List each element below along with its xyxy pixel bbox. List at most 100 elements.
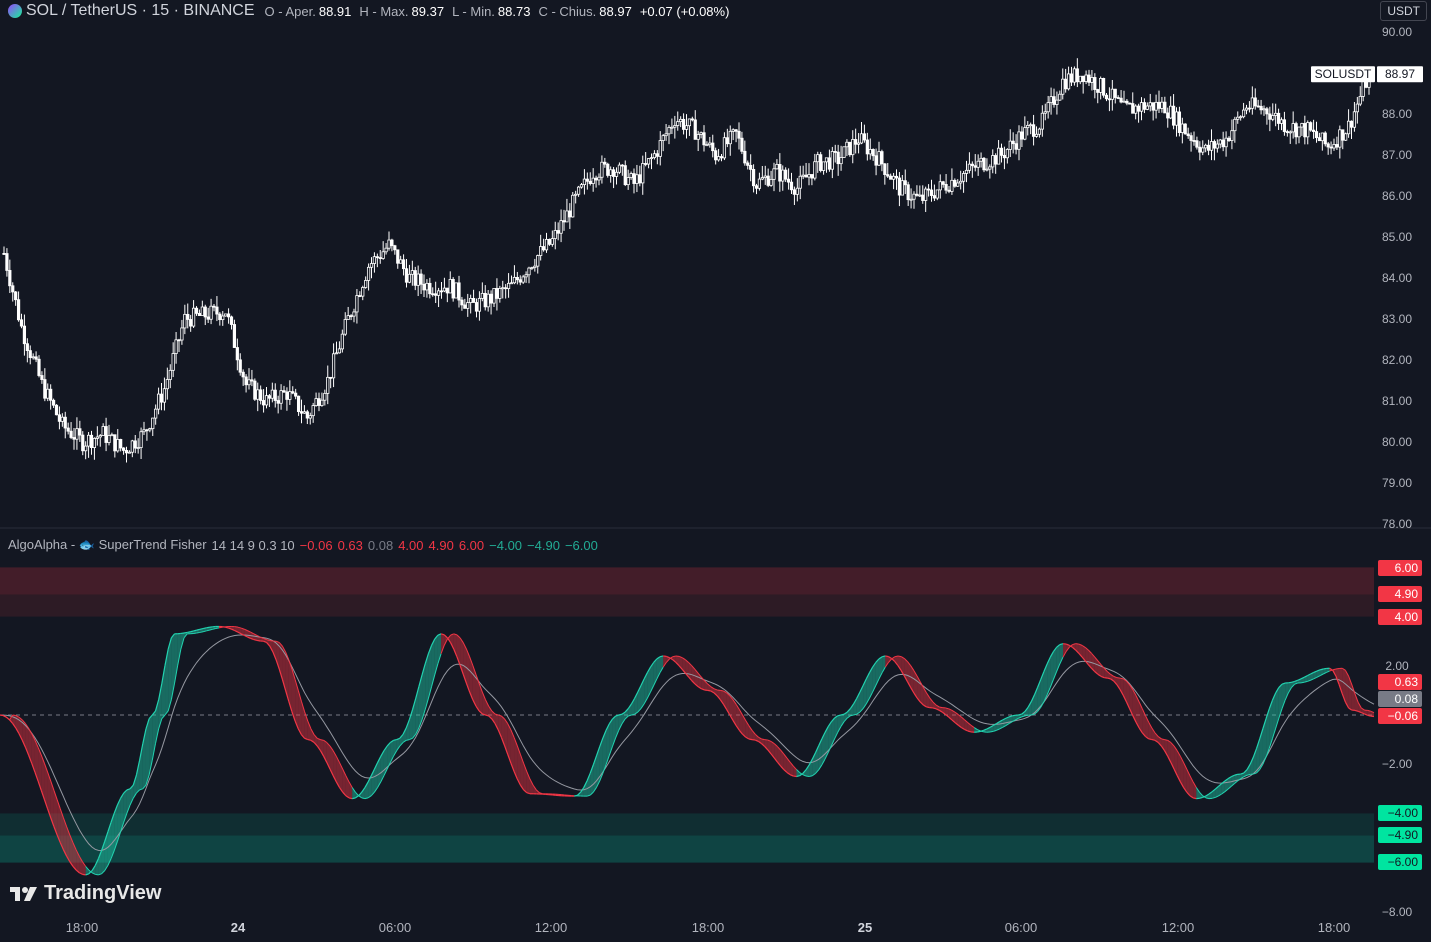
fisher-fill [498,715,502,738]
fisher-line [234,630,239,633]
indicator-title[interactable]: AlgoAlpha - 🐟 SuperTrend Fisher [8,537,207,552]
supertrend-line [919,681,924,688]
fisher-line [605,723,610,731]
tradingview-logo[interactable]: TradingView [10,882,161,905]
fisher-line [780,765,785,770]
candle-body [1282,119,1287,132]
candle-body [926,188,931,191]
supertrend-line [1179,756,1185,763]
fisher-line [1081,656,1086,662]
supertrend-line [1018,716,1022,719]
fisher-line [237,631,242,635]
supertrend-line [865,698,870,705]
fisher-fill [482,692,486,715]
fisher-fill [174,633,178,684]
candle-body [1119,97,1123,103]
candle-body [419,273,423,285]
candle-body [766,175,770,186]
fisher-line [595,746,601,756]
fisher-line [27,754,33,764]
fisher-line [85,873,90,876]
fisher-line [199,627,204,630]
candle-body [1309,122,1313,131]
fisher-fill [796,769,800,777]
candle-body [1201,147,1205,153]
price-tag-value: 88.97 [1385,67,1415,81]
candle-body [1227,137,1231,141]
candle-body [541,246,546,251]
fisher-line [1186,791,1191,797]
supertrend-line [113,841,118,851]
fisher-line [1097,673,1102,677]
candle-body [1271,115,1275,120]
fisher-line [758,740,762,745]
fisher-fill [777,746,781,767]
supertrend-line [688,662,693,667]
indicator-header[interactable]: AlgoAlpha - 🐟 SuperTrend Fisher 14 14 9 … [8,537,608,553]
supertrend-line [1170,742,1175,747]
candle-body [498,288,502,299]
fisher-line [967,730,972,733]
indicator-badge: −0.06 [1378,708,1422,724]
fisher-line [313,742,318,747]
supertrend-line [98,873,102,876]
candle-body [1344,133,1348,141]
fisher-line [983,728,988,731]
candle-body [113,434,117,452]
fisher-fill [821,732,826,765]
supertrend-line [1161,738,1165,741]
fisher-line [206,626,210,629]
fisher-line [1275,687,1280,694]
fisher-line [872,662,877,668]
fisher-line [500,737,506,746]
fisher-fill [640,678,645,709]
candle-body [43,379,47,399]
fisher-line [1116,684,1121,691]
indicator-badge: 0.08 [1378,691,1422,707]
time-axis-label: 18:00 [1318,920,1351,935]
candle-body [1198,146,1202,153]
supertrend-line [799,772,804,776]
fisher-line [1167,756,1172,763]
symbol-title[interactable]: SOL / TetherUS · 15 · BINANCE [26,2,255,19]
candle-body [34,356,38,360]
supertrend-line [34,739,39,748]
fisher-line [1154,739,1159,744]
candle-body [1163,101,1167,114]
currency-button[interactable]: USDT [1380,1,1427,21]
supertrend-line [31,733,36,741]
fisher-line [1059,643,1064,646]
fisher-line [450,642,455,650]
fisher-fill [913,670,918,698]
supertrend-line [970,724,975,728]
supertrend-line [1357,701,1362,709]
candle-body [883,163,887,175]
candle-body [1160,101,1164,109]
fisher-line [415,686,420,699]
candle-body [530,267,534,269]
fisher-fill [295,679,299,729]
candle-body [865,139,869,155]
candle-body [471,298,476,303]
supertrend-line [513,737,518,746]
indicator-badge: −6.00 [1378,854,1422,870]
symbol-header[interactable]: SOL / TetherUS · 15 · BINANCE O - Aper. 8… [8,2,729,20]
fisher-fill [533,785,537,794]
candle-body [1131,103,1135,114]
fisher-line [497,729,502,738]
fisher-line [183,631,188,634]
supertrend-line [862,703,867,709]
supertrend-line [618,723,623,731]
candle-body [177,339,181,342]
fisher-line [599,737,604,747]
candle-body [232,324,237,348]
fisher-line [1012,714,1016,717]
supertrend-line [250,631,255,635]
candle-body [457,282,461,301]
fisher-line [335,781,341,788]
candle-body [947,189,951,192]
supertrend-line [450,633,454,636]
fisher-fill [126,788,131,814]
fisher-line [681,668,686,674]
